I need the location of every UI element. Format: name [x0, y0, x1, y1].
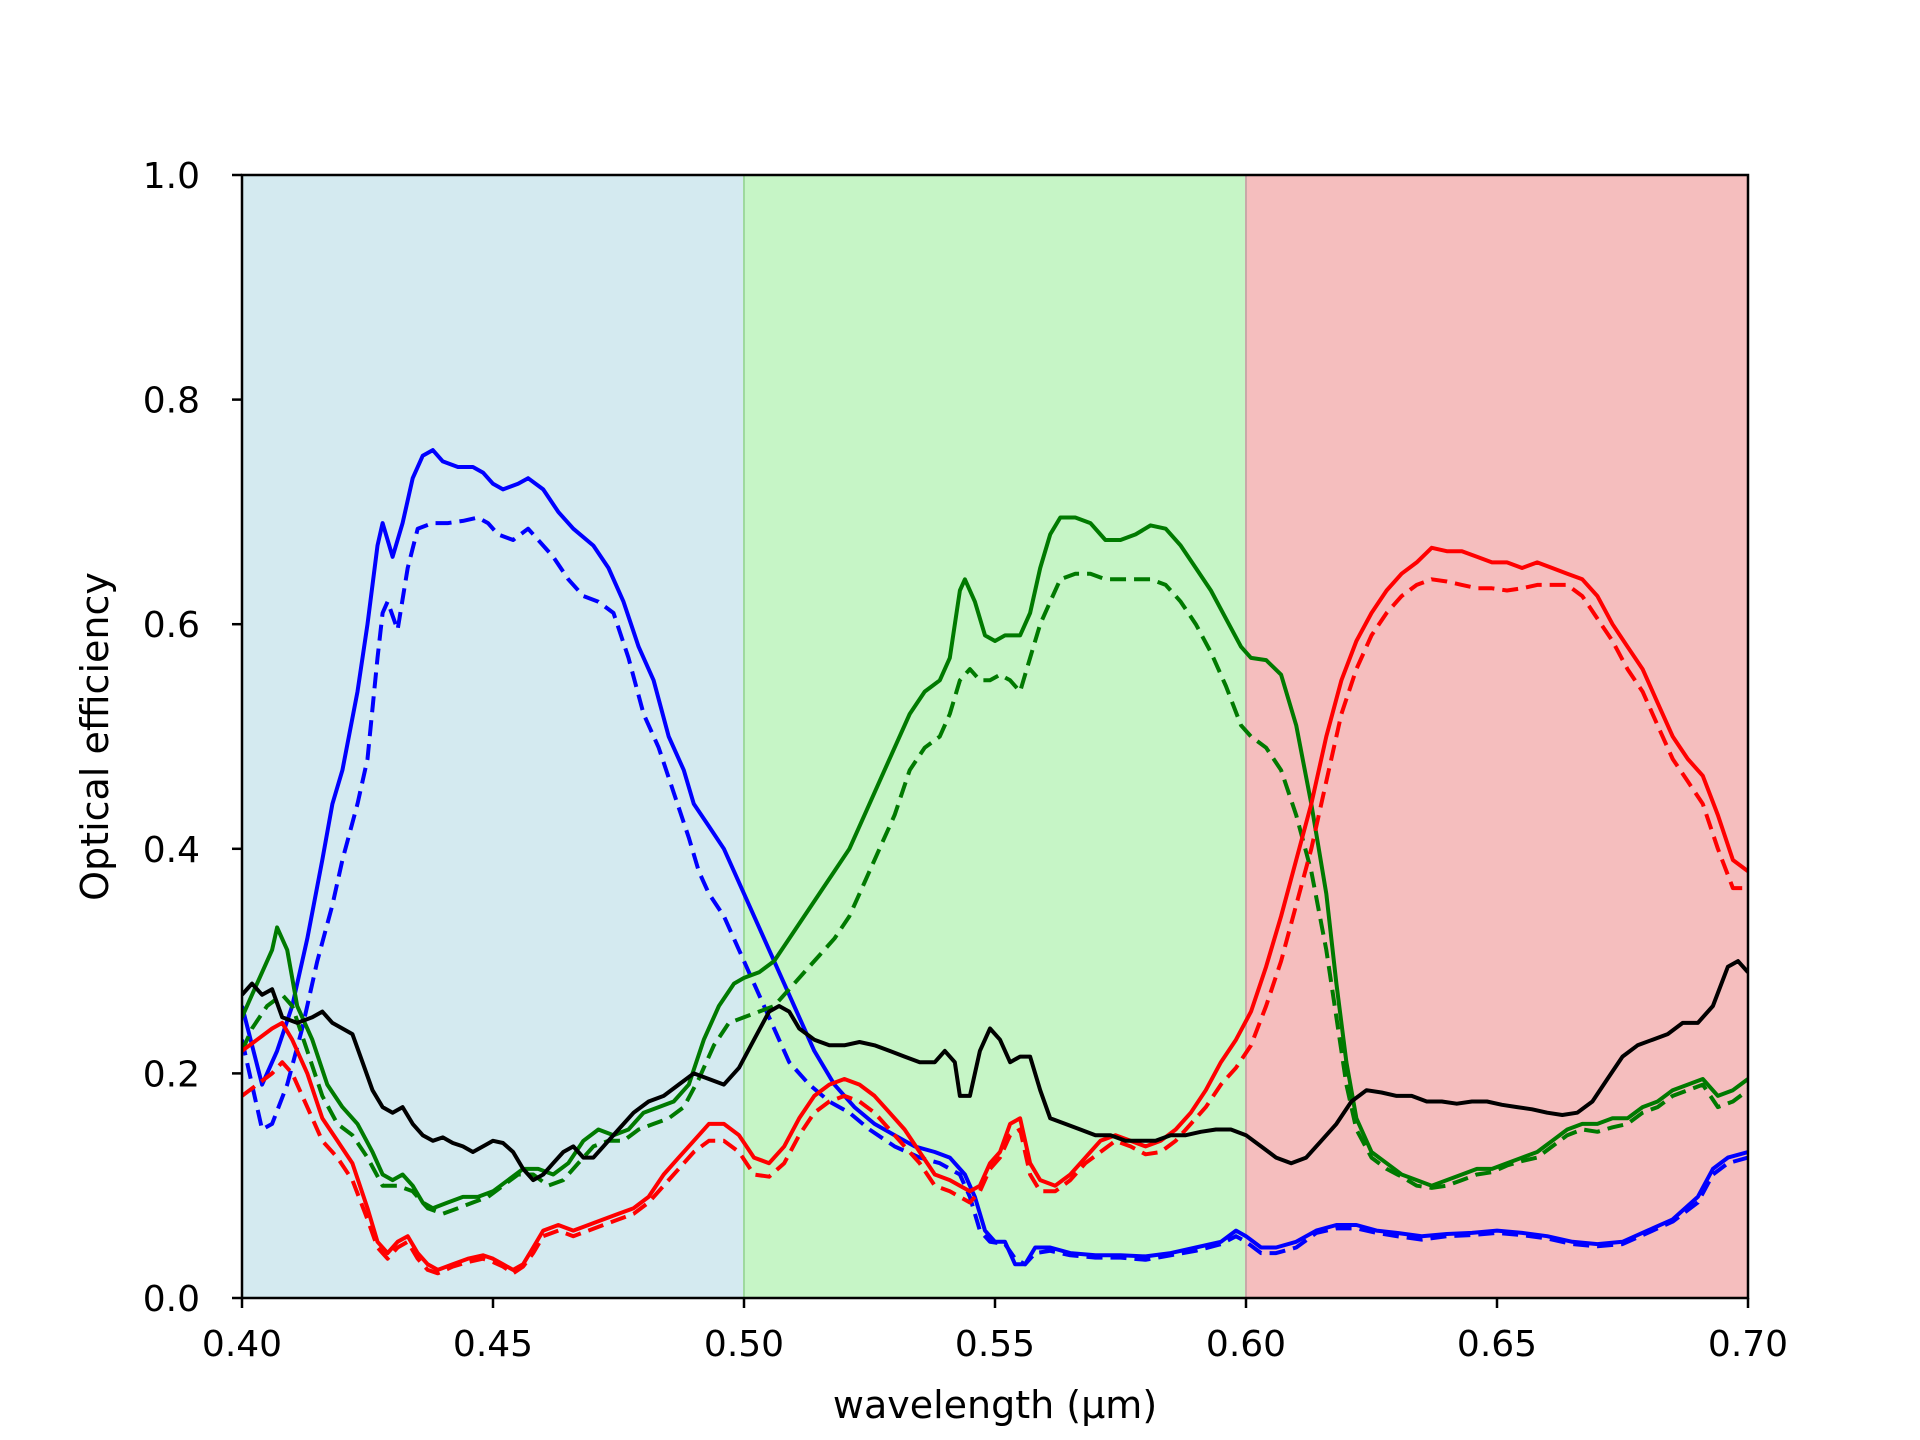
x-tick-label: 0.70 — [1708, 1324, 1788, 1365]
x-axis-ticks: 0.40 0.45 0.50 0.55 0.60 0.65 0.70 — [202, 1298, 1788, 1365]
band-0 — [242, 175, 744, 1298]
x-tick-label: 0.55 — [955, 1324, 1035, 1365]
series-line-2 — [242, 515, 1748, 1211]
y-tick-label: 0.2 — [143, 1054, 200, 1095]
y-tick-label: 0.4 — [143, 830, 200, 871]
x-tick-label: 0.45 — [453, 1324, 533, 1365]
x-axis-title: wavelength (µm) — [833, 1383, 1157, 1427]
y-tick-label: 1.0 — [143, 156, 200, 197]
band-1 — [744, 175, 1246, 1298]
y-tick-label: 0.6 — [143, 605, 200, 646]
series-line-1 — [242, 515, 1748, 1267]
y-axis-ticks: 0.0 0.2 0.4 0.6 0.8 1.0 — [143, 156, 242, 1320]
y-tick-label: 0.0 — [143, 1279, 200, 1320]
y-axis-title: Optical efficiency — [73, 572, 117, 901]
series-line-5 — [242, 577, 1748, 1276]
x-tick-label: 0.65 — [1457, 1324, 1537, 1365]
y-tick-label: 0.8 — [143, 381, 200, 422]
series-lines — [242, 448, 1748, 1276]
wavelength-bands — [242, 175, 1748, 1298]
series-line-4 — [242, 545, 1748, 1272]
series-line-3 — [242, 571, 1748, 1216]
series-line-0 — [242, 448, 1748, 1267]
x-tick-label: 0.60 — [1206, 1324, 1286, 1365]
series-line-6 — [242, 959, 1748, 1183]
x-tick-label: 0.50 — [704, 1324, 784, 1365]
x-tick-label: 0.40 — [202, 1324, 282, 1365]
